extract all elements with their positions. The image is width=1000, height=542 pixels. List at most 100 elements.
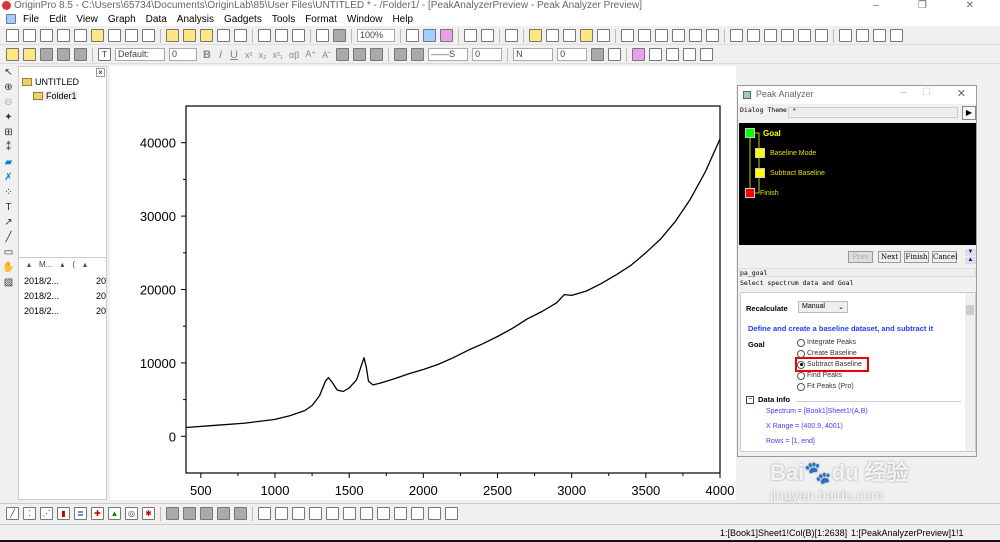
print-icon[interactable]	[406, 29, 419, 42]
menu-data[interactable]: Data	[145, 13, 167, 25]
tree-root[interactable]: UNTITLED	[22, 77, 79, 87]
open-icon[interactable]	[166, 29, 179, 42]
menu-edit[interactable]: Edit	[49, 13, 67, 25]
arrange-layers-icon[interactable]	[428, 507, 441, 520]
addon-icon[interactable]	[580, 29, 593, 42]
zoom-select[interactable]: 100%	[357, 29, 395, 42]
window-controls[interactable]: – ❐ ✕	[873, 0, 992, 11]
goal-integrate-peaks[interactable]: Integrate Peaks	[797, 337, 867, 348]
date-time-icon[interactable]	[689, 29, 702, 42]
menu-file[interactable]: File	[23, 13, 40, 25]
zoom-out-icon[interactable]: ⊖	[4, 97, 13, 108]
axes-icon-4[interactable]	[781, 29, 794, 42]
align-bottom-icon[interactable]	[309, 507, 322, 520]
recalculate-select[interactable]: Manual ⌄	[798, 301, 848, 313]
special-plot-icon[interactable]: ✱	[142, 507, 155, 520]
color-scale-icon[interactable]	[672, 29, 685, 42]
command-window-icon[interactable]	[529, 29, 542, 42]
import-ascii-icon[interactable]	[275, 29, 288, 42]
merge-icon[interactable]	[649, 48, 663, 61]
stat-plot-icon[interactable]: ✚	[91, 507, 104, 520]
code-icon[interactable]	[563, 29, 576, 42]
tree-folder1[interactable]: Folder1	[33, 91, 77, 101]
link-layers-icon[interactable]	[445, 507, 458, 520]
mask-icon[interactable]	[632, 48, 646, 61]
line-symbol-plot-icon[interactable]: ⋰	[40, 507, 53, 520]
new-project-icon[interactable]	[6, 29, 19, 42]
axes-icon-5[interactable]	[798, 29, 811, 42]
prev-button[interactable]: Prev	[848, 251, 873, 263]
menu-graph[interactable]: Graph	[107, 13, 136, 25]
template-icon-4[interactable]	[217, 507, 230, 520]
results-log-icon[interactable]	[481, 29, 494, 42]
new-matrix-icon[interactable]	[91, 29, 104, 42]
code-builder-icon[interactable]	[464, 29, 477, 42]
save-template-icon[interactable]	[234, 29, 247, 42]
line-tool-icon[interactable]: ╱	[5, 232, 12, 243]
rectangle-tool-icon[interactable]: ▭	[3, 247, 14, 258]
line-color-icon[interactable]	[411, 48, 425, 61]
template-icon-1[interactable]	[166, 507, 179, 520]
wizard-step-goal[interactable]: Goal	[745, 128, 781, 138]
menu-view[interactable]: View	[76, 13, 98, 25]
align-top-icon[interactable]	[292, 507, 305, 520]
underline-button[interactable]: U	[230, 48, 238, 61]
text-tool-icon[interactable]: T	[5, 202, 12, 213]
decrease-font-button[interactable]: Aˉ	[322, 49, 332, 60]
new-folder-icon[interactable]	[23, 29, 36, 42]
fill-color-icon[interactable]	[394, 48, 408, 61]
settings-scrollbar[interactable]	[965, 293, 975, 451]
draw-data-icon[interactable]: ⁘	[4, 187, 13, 198]
new-workbook-icon[interactable]	[40, 29, 53, 42]
zoom-in-icon[interactable]: ⊕	[4, 82, 13, 93]
menu-window[interactable]: Window	[346, 13, 383, 25]
project-explorer-icon[interactable]	[505, 29, 518, 42]
clock-icon[interactable]	[873, 29, 886, 42]
rescale-icon[interactable]	[621, 29, 634, 42]
data-selector-icon[interactable]: ⊞	[4, 127, 13, 138]
supersubscript-button[interactable]: x²₁	[272, 49, 284, 60]
run-icon[interactable]	[333, 29, 346, 42]
align-vcenter-icon[interactable]	[326, 507, 339, 520]
increase-font-button[interactable]: A⁺	[305, 49, 317, 59]
align-left-icon[interactable]	[258, 507, 271, 520]
column-created[interactable]: (	[72, 260, 76, 269]
goal-create-baseline[interactable]: Create Baseline	[797, 348, 867, 359]
save-icon[interactable]	[217, 29, 230, 42]
grid-icon[interactable]	[856, 29, 869, 42]
zoom-fit-icon[interactable]	[700, 48, 714, 61]
bold-button[interactable]: B	[203, 48, 211, 61]
column-modified[interactable]: M...	[39, 260, 53, 269]
next-button[interactable]: Next	[878, 251, 901, 263]
new-legend-icon[interactable]	[655, 29, 668, 42]
new-layout-icon[interactable]	[125, 29, 138, 42]
contour-plot-icon[interactable]: ◎	[125, 507, 138, 520]
x-range-info[interactable]: X Range = (400.9, 4001)	[766, 423, 843, 430]
ungroup-objects-icon[interactable]	[411, 507, 424, 520]
dialog-maximize-icon[interactable]: ☐	[922, 87, 931, 98]
template-icon-5[interactable]	[234, 507, 247, 520]
group-objects-icon[interactable]	[394, 507, 407, 520]
list-item[interactable]: 2018/2... 20	[24, 306, 106, 316]
layer-contents-icon[interactable]	[23, 48, 36, 61]
collapse-data-info-icon[interactable]: −	[746, 396, 754, 404]
subscript-button[interactable]: x₂	[258, 49, 267, 60]
axes-icon-6[interactable]	[815, 29, 828, 42]
table-icon[interactable]	[890, 29, 903, 42]
menu-analysis[interactable]: Analysis	[176, 13, 215, 25]
collapse-down-icon[interactable]: ▲	[965, 257, 976, 264]
bring-front-icon[interactable]	[360, 507, 373, 520]
wizard-step-subtract-baseline[interactable]: Subtract Baseline	[755, 168, 825, 178]
italic-button[interactable]: I	[218, 48, 223, 61]
menu-format[interactable]: Format	[305, 13, 337, 25]
goal-subtract-baseline[interactable]: Subtract Baseline	[795, 357, 869, 372]
align-hcenter-icon[interactable]	[343, 507, 356, 520]
rows-info[interactable]: Rows = [1, end]	[766, 438, 815, 445]
theme-arrow-button[interactable]: ▶	[962, 106, 976, 120]
axes-icon-1[interactable]	[730, 29, 743, 42]
line-size-select[interactable]: 0	[472, 48, 503, 61]
graph-window[interactable]: 500 1000 1500 2000 2500 3000 3500 4000 0 10000 200…	[110, 66, 736, 500]
column-plot-icon[interactable]: ▮	[57, 507, 70, 520]
swap-icon[interactable]	[666, 48, 680, 61]
region-tool-icon[interactable]: ▨	[3, 277, 14, 288]
